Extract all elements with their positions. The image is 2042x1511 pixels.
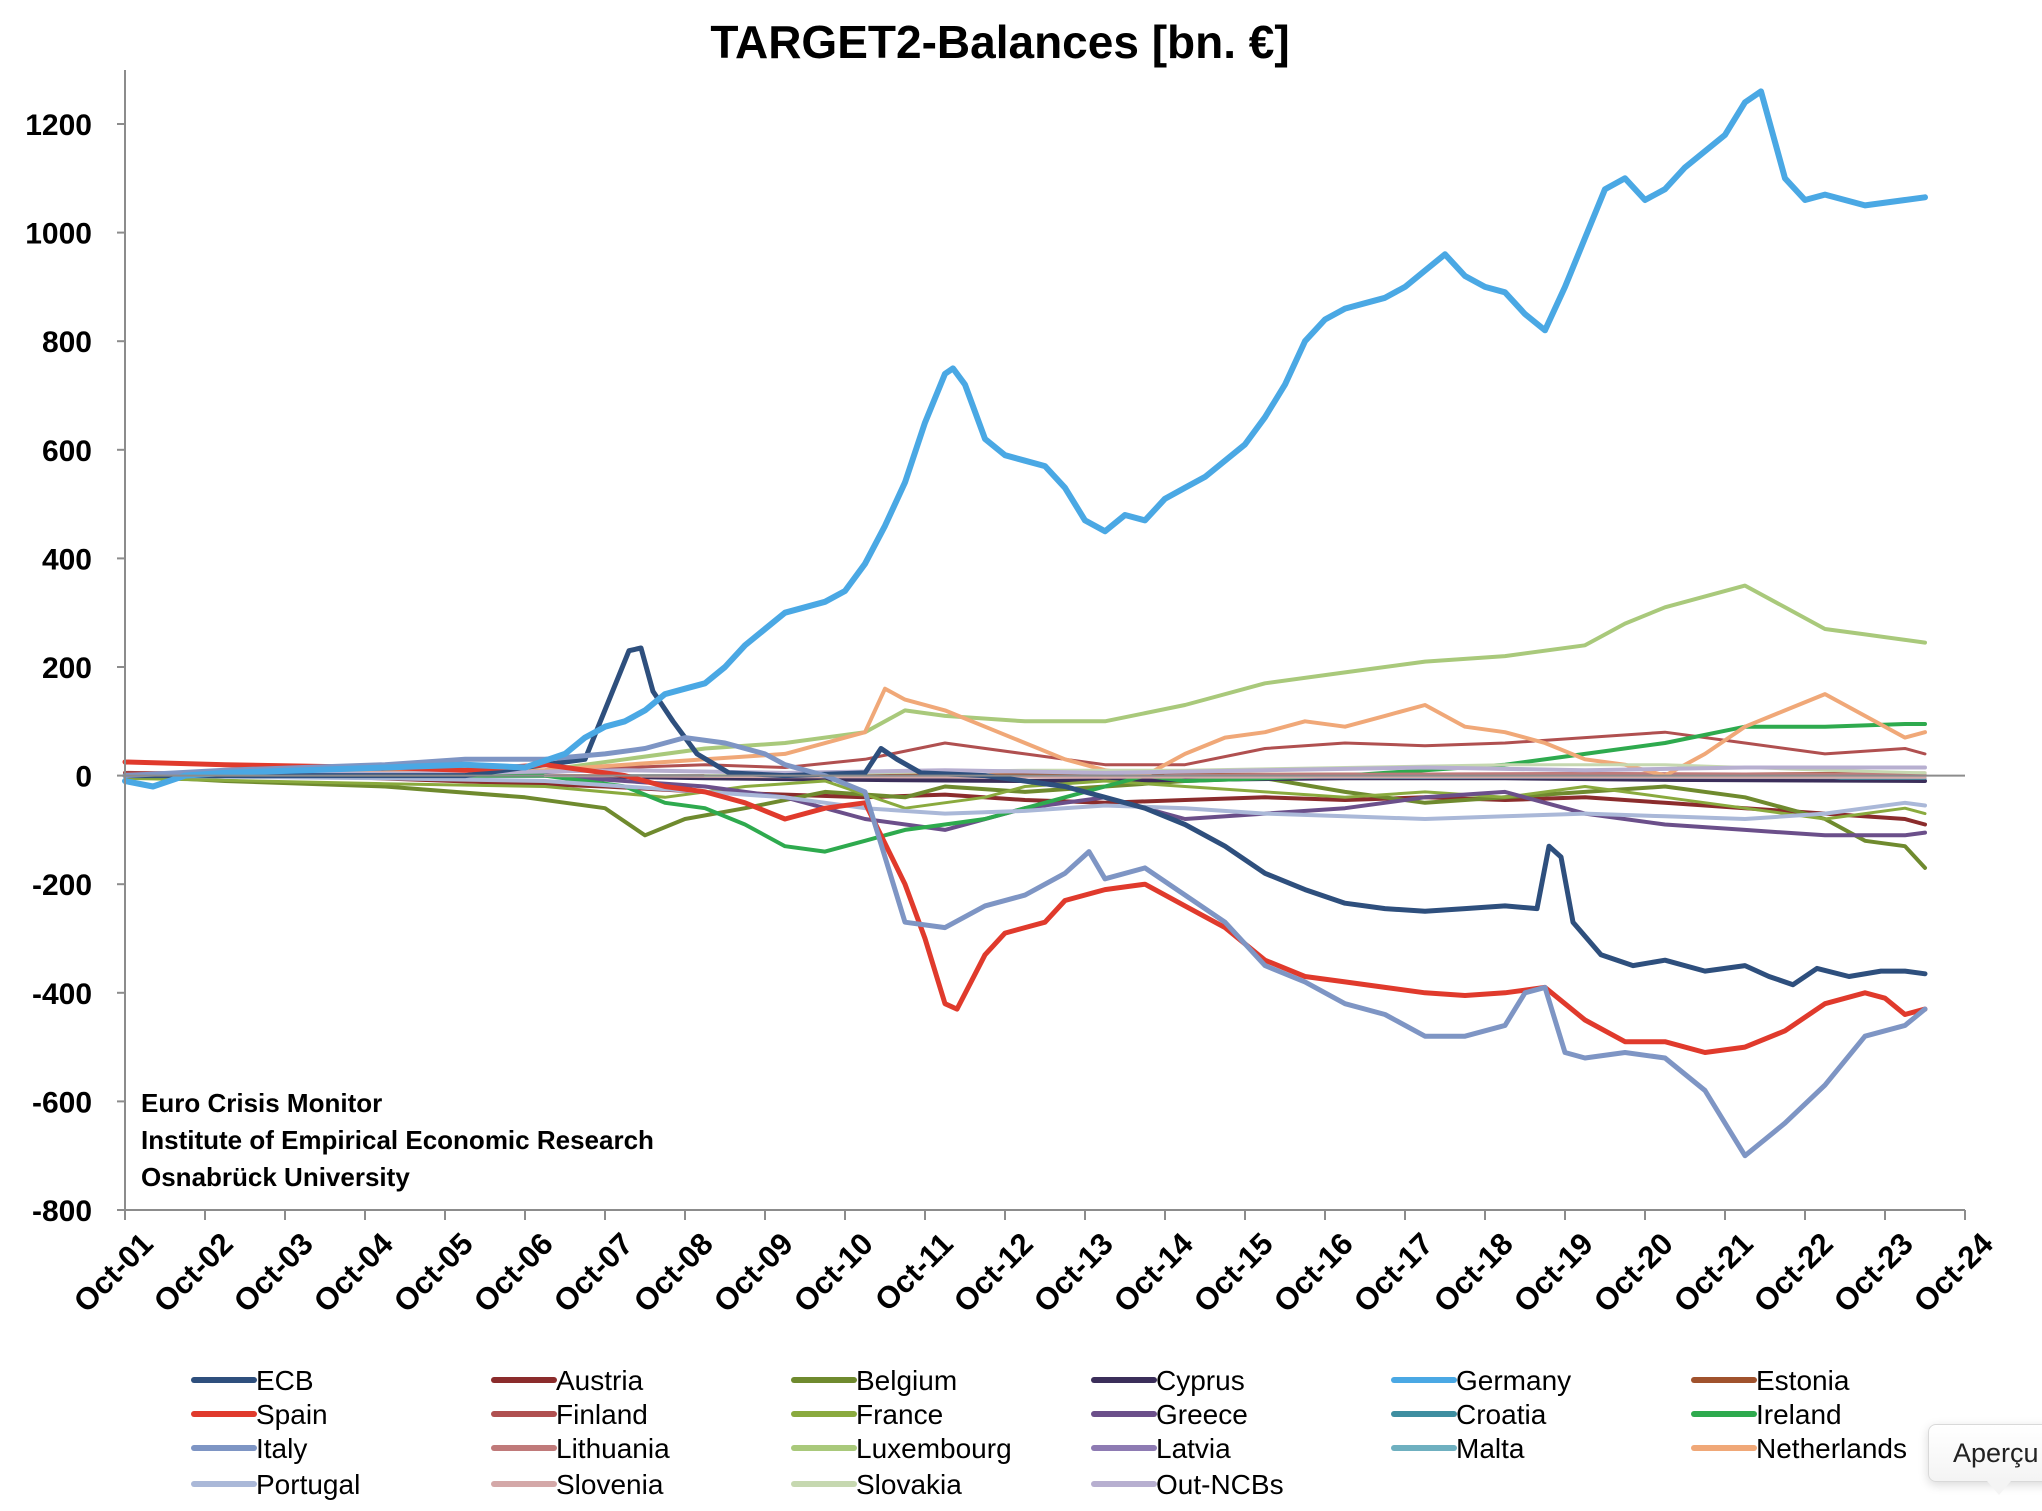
- x-tick-label: Oct-01: [67, 1226, 160, 1319]
- x-tick-label: Oct-23: [1827, 1226, 1920, 1319]
- legend-label-slovenia: Slovenia: [556, 1469, 664, 1500]
- legend-label-finland: Finland: [556, 1399, 648, 1430]
- series-line-finland: [123, 730, 1927, 775]
- series-line-italy: [122, 735, 1928, 1159]
- x-tick-label: Oct-02: [147, 1226, 240, 1319]
- x-tick-label: Oct-17: [1347, 1226, 1440, 1319]
- legend-label-latvia: Latvia: [1156, 1433, 1231, 1464]
- series-line-netherlands: [123, 686, 1927, 778]
- x-tick-label: Oct-09: [707, 1226, 800, 1319]
- x-tick-label: Oct-04: [307, 1226, 401, 1320]
- y-tick-label: 1200: [25, 109, 92, 142]
- preview-tooltip-label: Aperçu: [1953, 1438, 2039, 1468]
- annotation-line: Institute of Empirical Economic Research: [141, 1125, 654, 1155]
- legend-label-ireland: Ireland: [1756, 1399, 1842, 1430]
- series-line-germany: [122, 88, 1928, 790]
- series-line-out-ncbs: [123, 765, 1927, 778]
- legend-label-portugal: Portugal: [256, 1469, 360, 1500]
- legend-label-cyprus: Cyprus: [1156, 1365, 1245, 1396]
- legend-label-lithuania: Lithuania: [556, 1433, 670, 1464]
- legend-label-out-ncbs: Out-NCBs: [1156, 1469, 1284, 1500]
- x-tick-label: Oct-20: [1587, 1226, 1680, 1319]
- plot-lines: [122, 88, 1928, 1159]
- annotation-line: Osnabrück University: [141, 1162, 410, 1192]
- legend-label-austria: Austria: [556, 1365, 644, 1396]
- x-tick-label: Oct-19: [1507, 1226, 1600, 1319]
- legend-label-slovakia: Slovakia: [856, 1469, 962, 1500]
- y-tick-label: 0: [75, 761, 92, 794]
- x-tick-label: Oct-21: [1667, 1226, 1760, 1319]
- x-tick-label: Oct-06: [467, 1226, 560, 1319]
- chart-title: TARGET2-Balances [bn. €]: [710, 16, 1289, 68]
- x-tick-label: Oct-11: [868, 1226, 960, 1318]
- legend-label-ecb: ECB: [256, 1365, 314, 1396]
- y-tick-label: 800: [42, 326, 92, 359]
- legend-label-croatia: Croatia: [1456, 1399, 1547, 1430]
- legend-label-spain: Spain: [256, 1399, 328, 1430]
- y-tick-label: -200: [32, 869, 92, 902]
- legend-label-greece: Greece: [1156, 1399, 1248, 1430]
- y-tick-label: 1000: [25, 218, 92, 251]
- x-tick-label: Oct-10: [787, 1226, 880, 1319]
- series-line-luxembourg: [123, 583, 1927, 778]
- y-tick-label: -400: [32, 978, 92, 1011]
- y-tick-label: -800: [32, 1195, 92, 1228]
- legend-label-netherlands: Netherlands: [1756, 1433, 1907, 1464]
- legend-label-germany: Germany: [1456, 1365, 1571, 1396]
- y-tick-label: 400: [42, 543, 92, 576]
- annotation-line: Euro Crisis Monitor: [141, 1088, 382, 1118]
- legend-label-malta: Malta: [1456, 1433, 1525, 1464]
- series-line-ecb: [122, 645, 1928, 988]
- legend-label-italy: Italy: [256, 1433, 307, 1464]
- y-tick-label: 600: [42, 435, 92, 468]
- y-tick-label: 200: [42, 652, 92, 685]
- y-tick-label: -600: [32, 1086, 92, 1119]
- preview-tooltip[interactable]: Aperçu: [1928, 1424, 2042, 1495]
- x-tick-label: Oct-12: [947, 1226, 1040, 1319]
- x-tick-label: Oct-22: [1747, 1226, 1840, 1319]
- series-line-ireland: [123, 722, 1927, 854]
- x-tick-label: Oct-16: [1267, 1226, 1360, 1319]
- legend-label-france: France: [856, 1399, 943, 1430]
- x-tick-label: Oct-07: [547, 1226, 640, 1319]
- legend-label-luxembourg: Luxembourg: [856, 1433, 1012, 1464]
- x-tick-label: Oct-18: [1427, 1226, 1520, 1319]
- x-tick-label: Oct-08: [627, 1226, 720, 1319]
- series-line-spain: [122, 759, 1928, 1055]
- legend-label-estonia: Estonia: [1756, 1365, 1850, 1396]
- x-tick-label: Oct-14: [1107, 1226, 1201, 1320]
- x-tick-label: Oct-03: [227, 1226, 320, 1319]
- x-tick-label: Oct-15: [1187, 1226, 1280, 1319]
- x-tick-label: Oct-24: [1907, 1226, 2001, 1320]
- source-annotation: Euro Crisis Monitor Institute of Empirica…: [141, 1088, 654, 1192]
- legend-label-belgium: Belgium: [856, 1365, 957, 1396]
- series-line-france: [123, 776, 1927, 821]
- series-line-portugal: [123, 773, 1927, 821]
- x-tick-label: Oct-13: [1027, 1226, 1120, 1319]
- series-line-greece: [123, 773, 1927, 838]
- legend: ECB Austria Belgium Cyprus Germany Estonia Spa…: [191, 1365, 1907, 1500]
- x-tick-label: Oct-05: [387, 1226, 480, 1319]
